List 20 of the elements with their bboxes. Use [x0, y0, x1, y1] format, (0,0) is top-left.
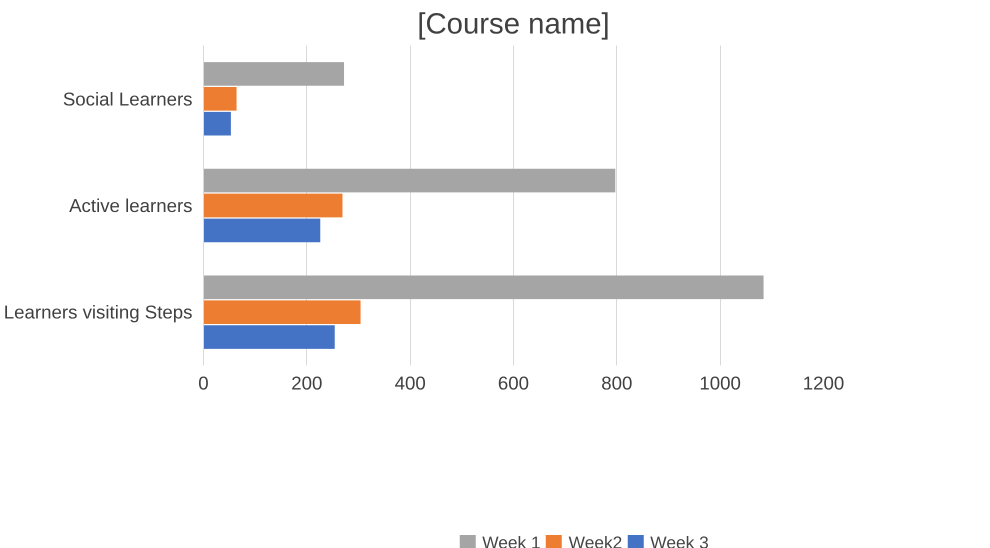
- x-tick-label: 1000: [699, 372, 741, 394]
- bar: [204, 275, 764, 300]
- x-tick-label: 1200: [802, 372, 844, 394]
- bar: [204, 300, 361, 324]
- bar: [204, 62, 344, 86]
- x-tick-label: 200: [291, 372, 322, 394]
- y-tick-label: Social Learners: [62, 88, 193, 110]
- y-tick-label: Active learners: [69, 195, 192, 216]
- x-tick-label: 400: [394, 372, 426, 394]
- bar: [204, 218, 320, 242]
- bar: [204, 168, 616, 192]
- bar: [204, 325, 335, 349]
- y-tick-label: Learners visiting Steps: [4, 302, 193, 323]
- chart-title: [Course name]: [417, 8, 610, 40]
- x-tick-label: 600: [498, 372, 530, 394]
- bar: [204, 87, 237, 111]
- x-tick-label: 0: [198, 372, 209, 394]
- x-tick-label: 800: [601, 372, 632, 394]
- bar: [204, 112, 231, 136]
- bar: [204, 194, 342, 218]
